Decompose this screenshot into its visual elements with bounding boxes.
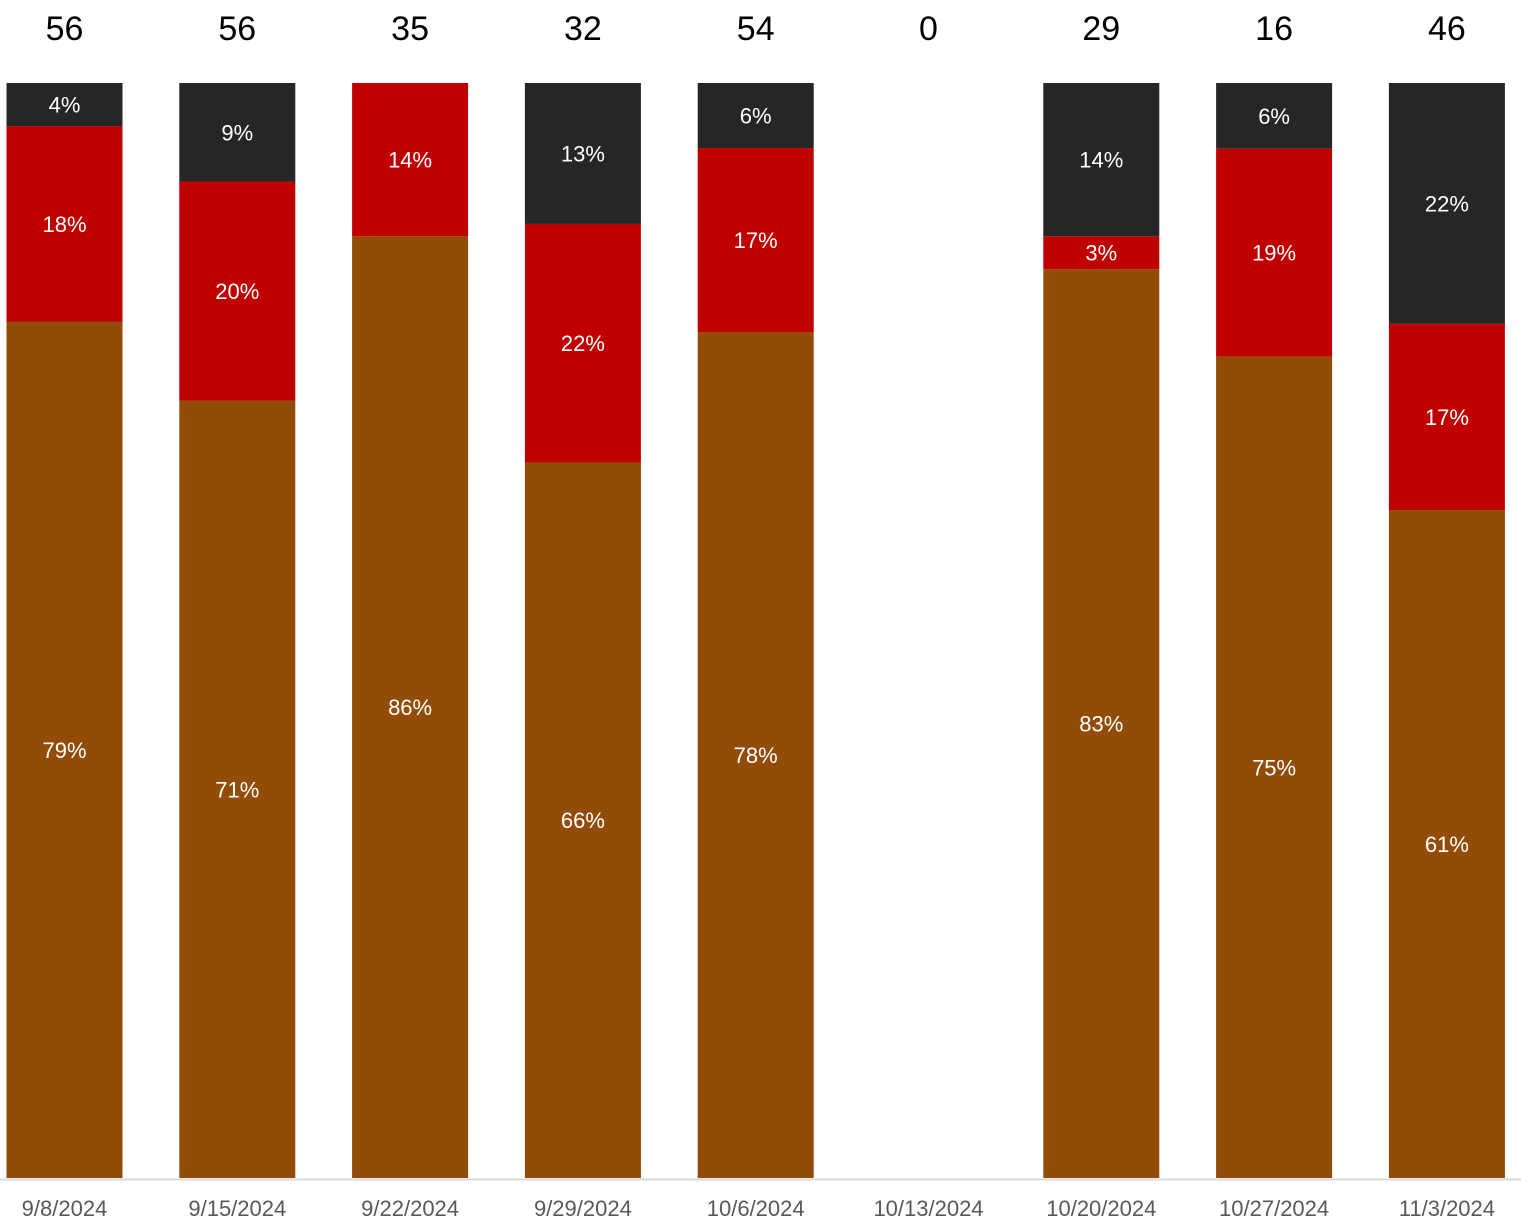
segment-label-middle-4: 17% <box>734 228 778 253</box>
segment-label-top-4: 6% <box>740 104 772 129</box>
category-label-3: 9/29/2024 <box>534 1196 632 1220</box>
category-label-2: 9/22/2024 <box>361 1196 459 1220</box>
segment-label-middle-3: 22% <box>561 331 605 356</box>
total-label-6: 29 <box>1082 10 1120 48</box>
bar-segment-top-7 <box>1216 83 1333 149</box>
total-label-3: 32 <box>564 10 602 48</box>
bar-segment-top-3 <box>524 83 641 224</box>
category-label-1: 9/15/2024 <box>188 1196 286 1220</box>
segment-label-bottom-7: 75% <box>1252 755 1296 780</box>
bar-segment-top-6 <box>1043 83 1160 237</box>
segment-label-top-0: 4% <box>49 93 81 118</box>
category-label-5: 10/13/2024 <box>873 1196 983 1220</box>
total-label-4: 54 <box>737 10 775 48</box>
bar-segment-middle-7 <box>1216 148 1333 357</box>
bar-segment-middle-2 <box>352 83 469 237</box>
segment-label-bottom-4: 78% <box>734 743 778 768</box>
bar-segment-top-4 <box>697 83 814 149</box>
segment-label-top-7: 6% <box>1258 104 1290 129</box>
bar-segment-middle-3 <box>524 223 641 463</box>
bar-segment-middle-1 <box>179 181 296 401</box>
segment-label-middle-6: 3% <box>1085 241 1117 266</box>
total-label-5: 0 <box>919 10 938 48</box>
bar-segment-middle-6 <box>1043 236 1160 270</box>
bar-segment-middle-0 <box>6 126 123 322</box>
segment-label-middle-8: 17% <box>1425 405 1469 430</box>
bars-layer <box>6 83 1505 1179</box>
category-label-4: 10/6/2024 <box>707 1196 805 1220</box>
segment-label-bottom-0: 79% <box>42 738 86 763</box>
total-label-8: 46 <box>1428 10 1466 48</box>
bar-segment-bottom-6 <box>1043 269 1160 1178</box>
bar-segment-bottom-1 <box>179 400 296 1178</box>
segment-label-top-1: 9% <box>221 120 253 145</box>
totals-layer: 56 56 35 32 54 0 29 16 46 <box>46 10 1466 48</box>
category-label-7: 10/27/2024 <box>1219 1196 1329 1220</box>
category-label-6: 10/20/2024 <box>1046 1196 1156 1220</box>
total-label-2: 35 <box>391 10 429 48</box>
segment-label-middle-0: 18% <box>42 212 86 237</box>
bar-segment-top-8 <box>1388 83 1505 324</box>
total-label-1: 56 <box>218 10 256 48</box>
bar-segment-bottom-8 <box>1388 510 1505 1178</box>
segment-label-bottom-1: 71% <box>215 777 259 802</box>
bar-segment-middle-8 <box>1388 323 1505 511</box>
segment-label-top-3: 13% <box>561 141 605 166</box>
segment-label-bottom-6: 83% <box>1079 712 1123 737</box>
bar-segment-bottom-2 <box>352 236 469 1179</box>
segment-label-top-8: 22% <box>1425 191 1469 216</box>
bar-segment-top-0 <box>6 83 123 127</box>
segment-label-middle-1: 20% <box>215 279 259 304</box>
bar-segment-bottom-4 <box>697 332 814 1178</box>
category-label-0: 9/8/2024 <box>22 1196 108 1220</box>
bar-segment-bottom-3 <box>524 462 641 1179</box>
segment-label-bottom-8: 61% <box>1425 832 1469 857</box>
category-labels-layer: 9/8/2024 9/15/2024 9/22/2024 9/29/2024 10/6/… <box>22 1196 1495 1220</box>
total-label-0: 56 <box>46 10 84 48</box>
bar-segment-bottom-0 <box>6 321 123 1178</box>
total-label-7: 16 <box>1255 10 1293 48</box>
segment-labels-layer: 79% 18% 4% 71% 20% 9% 86% 14% 66% 22% 13% 78% 17% 6% 8… <box>42 93 1468 857</box>
segment-label-top-6: 14% <box>1079 148 1123 173</box>
segment-label-bottom-3: 66% <box>561 808 605 833</box>
segment-label-middle-7: 19% <box>1252 241 1296 266</box>
segment-label-bottom-2: 86% <box>388 695 432 720</box>
bar-segment-middle-4 <box>697 148 814 333</box>
category-label-8: 11/3/2024 <box>1399 1196 1495 1220</box>
bar-segment-bottom-7 <box>1216 356 1333 1178</box>
segment-label-middle-2: 14% <box>388 148 432 173</box>
bar-segment-top-1 <box>179 83 296 182</box>
